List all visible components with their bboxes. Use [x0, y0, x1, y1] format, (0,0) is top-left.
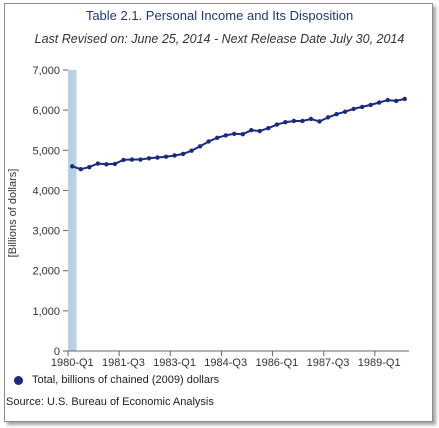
series-line [71, 97, 405, 171]
data-point[interactable] [121, 157, 126, 163]
y-tick-label: 2,000 [32, 266, 60, 278]
data-point[interactable] [308, 116, 314, 122]
data-point[interactable] [351, 106, 356, 112]
y-tick-label: 6,000 [32, 105, 60, 117]
highlight-band [68, 70, 77, 351]
data-point[interactable] [70, 164, 75, 169]
data-point[interactable] [104, 162, 109, 167]
y-tick-label: 5,000 [32, 145, 60, 157]
data-point[interactable] [163, 154, 169, 159]
data-point[interactable] [155, 155, 160, 160]
data-point[interactable] [385, 97, 390, 103]
data-point[interactable] [394, 98, 399, 104]
x-tick-label: 1989-Q1 [358, 357, 401, 369]
y-tick-label: 0 [54, 346, 60, 358]
chart-title: Table 2.1. Personal Income and Its Dispo… [85, 8, 354, 23]
data-point[interactable] [257, 128, 263, 134]
data-point[interactable] [283, 119, 288, 125]
data-point[interactable] [249, 128, 254, 133]
data-point[interactable] [95, 161, 101, 166]
x-tick-label: 1981-Q3 [102, 357, 145, 369]
y-tick-label: 4,000 [32, 185, 60, 197]
data-point[interactable] [214, 135, 220, 141]
data-point[interactable] [87, 164, 92, 170]
data-point[interactable] [172, 153, 177, 158]
data-point[interactable] [197, 144, 203, 149]
x-tick-label: 1986-Q1 [255, 357, 298, 369]
data-point[interactable] [291, 118, 297, 124]
data-point[interactable] [317, 119, 322, 124]
legend[interactable]: Total, billions of chained (2009) dollar… [14, 374, 219, 386]
data-point[interactable] [223, 133, 228, 138]
x-tick-label: 1987-Q3 [307, 357, 350, 369]
data-point[interactable] [342, 109, 348, 114]
data-point[interactable] [112, 161, 118, 167]
y-tick-label: 1,000 [32, 306, 60, 318]
data-point[interactable] [138, 157, 143, 162]
data-point[interactable] [78, 166, 83, 172]
data-point[interactable] [146, 156, 152, 161]
data-point[interactable] [180, 151, 186, 157]
data-point[interactable] [334, 111, 339, 117]
data-point[interactable] [376, 100, 382, 105]
data-point[interactable] [300, 118, 305, 124]
y-tick-label: 7,000 [32, 65, 60, 77]
y-tick-label: 3,000 [32, 226, 60, 238]
data-point[interactable] [240, 132, 245, 137]
data-point[interactable] [129, 157, 135, 162]
chart-subtitle: Last Revised on: June 25, 2014 - Next Re… [34, 32, 405, 46]
data-point[interactable] [325, 115, 331, 120]
data-point[interactable] [274, 122, 280, 127]
data-point[interactable] [359, 104, 365, 110]
data-point[interactable] [402, 96, 407, 102]
x-tick-label: 1983-Q1 [153, 357, 196, 369]
x-tick-label: 1980-Q1 [51, 357, 94, 369]
legend-marker-icon [14, 375, 23, 385]
legend-label: Total, billions of chained (2009) dollar… [32, 374, 220, 386]
data-point[interactable] [206, 139, 211, 144]
data-point[interactable] [189, 148, 194, 153]
data-point[interactable] [266, 126, 271, 131]
x-tick-label: 1984-Q3 [204, 357, 247, 369]
source-note: Source: U.S. Bureau of Economic Analysis [6, 396, 214, 408]
data-point[interactable] [232, 131, 237, 137]
data-point[interactable] [368, 102, 373, 108]
